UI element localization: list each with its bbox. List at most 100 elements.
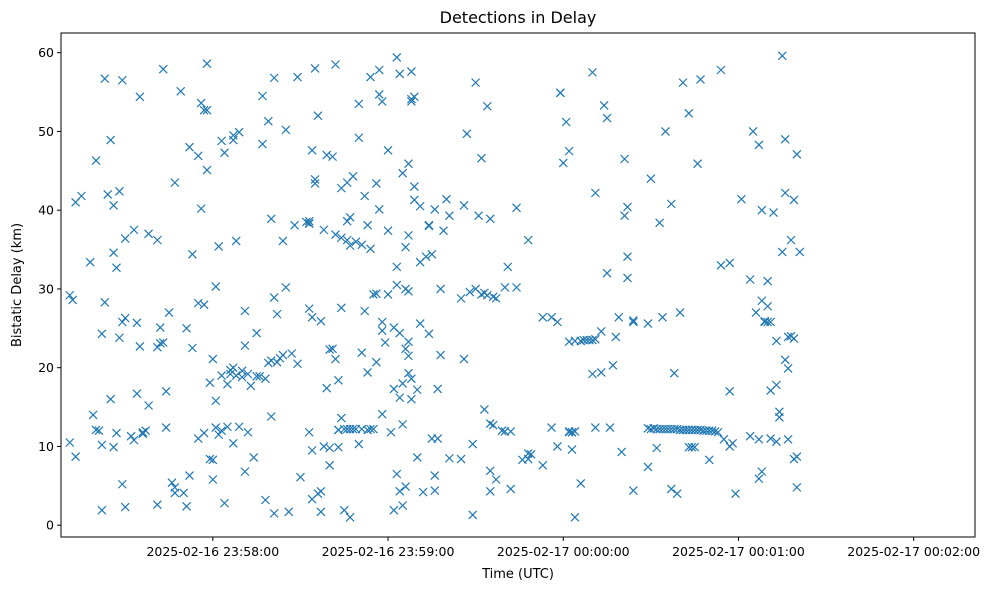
data-point: [427, 249, 437, 259]
data-point: [106, 135, 116, 145]
data-point: [526, 449, 536, 459]
data-point: [214, 430, 224, 440]
data-point: [217, 371, 227, 380]
data-point: [404, 286, 413, 296]
data-point: [182, 501, 191, 511]
data-point: [322, 150, 332, 160]
data-point: [655, 218, 665, 228]
data-point: [398, 501, 408, 510]
data-point: [415, 201, 425, 211]
data-point: [240, 467, 250, 477]
data-point: [485, 214, 495, 224]
data-point: [684, 108, 694, 118]
data-point: [538, 312, 548, 322]
data-point: [234, 127, 244, 137]
data-point: [719, 434, 729, 444]
data-point: [523, 454, 533, 464]
data-point: [389, 384, 399, 394]
data-point: [316, 507, 326, 517]
x-tick-label: 2025-02-17 00:01:00: [672, 544, 805, 559]
data-point: [552, 442, 562, 451]
data-point: [296, 472, 305, 482]
data-point: [658, 312, 667, 322]
data-point: [506, 484, 516, 494]
data-point: [757, 205, 767, 215]
data-point: [351, 237, 361, 247]
data-point: [211, 282, 221, 291]
data-point: [485, 466, 495, 476]
data-point: [491, 475, 501, 484]
data-point: [652, 443, 662, 453]
data-point: [345, 212, 355, 222]
data-point: [85, 257, 95, 267]
data-point: [728, 438, 738, 448]
data-point: [754, 474, 764, 484]
data-point: [199, 300, 209, 310]
data-point: [65, 438, 75, 447]
data-point: [678, 78, 688, 88]
data-point: [266, 412, 276, 421]
data-point: [795, 247, 805, 257]
data-point: [281, 282, 291, 292]
data-point: [325, 460, 335, 470]
data-point: [474, 211, 484, 221]
data-point: [278, 236, 288, 246]
data-point: [786, 235, 796, 245]
data-point: [614, 312, 624, 322]
data-point: [144, 401, 154, 410]
data-point: [766, 317, 776, 327]
data-point: [406, 67, 416, 77]
data-point: [328, 344, 337, 354]
data-point: [97, 329, 107, 339]
data-point: [772, 437, 781, 447]
data-point: [789, 334, 799, 343]
data-point: [488, 420, 498, 430]
data-point: [590, 188, 600, 198]
data-point: [185, 142, 194, 152]
data-point: [307, 445, 317, 455]
data-point: [497, 426, 507, 436]
data-point: [217, 136, 227, 146]
data-point: [628, 316, 638, 325]
data-point: [558, 158, 568, 168]
data-point: [383, 290, 393, 299]
data-point: [112, 428, 121, 438]
data-point: [272, 357, 282, 367]
data-point: [485, 486, 495, 496]
data-point: [599, 101, 609, 110]
data-point: [345, 241, 355, 251]
data-point: [152, 500, 162, 510]
data-point: [252, 328, 262, 338]
data-point: [316, 486, 326, 496]
data-point: [287, 349, 297, 358]
data-point: [707, 426, 717, 436]
data-point: [109, 248, 118, 258]
data-point: [231, 371, 241, 380]
data-point: [100, 297, 110, 307]
data-point: [243, 427, 253, 437]
data-point: [336, 413, 346, 423]
data-point: [176, 86, 186, 96]
data-point: [547, 423, 557, 432]
data-point: [266, 356, 276, 366]
data-point: [415, 319, 425, 329]
data-point: [260, 374, 270, 384]
data-point: [774, 412, 784, 422]
data-point: [643, 319, 653, 329]
data-point: [258, 91, 267, 101]
data-point: [789, 195, 799, 205]
data-point: [322, 383, 332, 393]
data-point: [377, 409, 387, 419]
data-point: [792, 452, 802, 462]
data-point: [193, 298, 203, 308]
data-point: [436, 350, 446, 360]
data-point: [412, 385, 422, 395]
data-point: [114, 186, 124, 196]
data-point: [608, 360, 618, 370]
data-point: [482, 101, 492, 111]
data-point: [255, 371, 264, 381]
data-point: [754, 434, 764, 444]
data-point: [237, 366, 247, 376]
data-point: [444, 211, 454, 221]
